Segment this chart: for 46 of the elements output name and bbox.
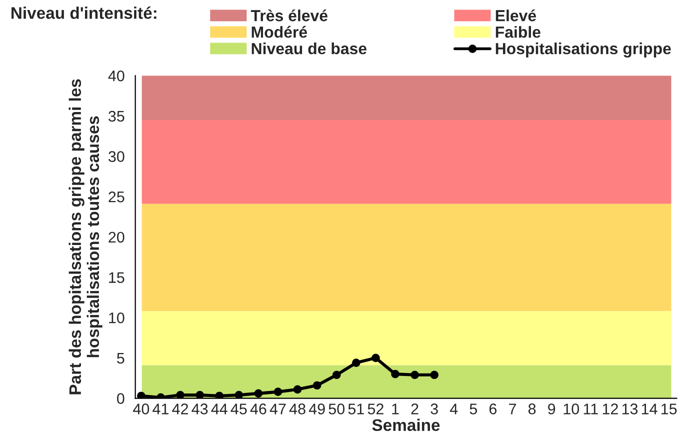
y-tick-label: 20 xyxy=(108,232,124,243)
x-tick-label: 51 xyxy=(348,404,364,414)
legend-label: Faible xyxy=(496,26,540,38)
x-tick-label: 45 xyxy=(230,404,247,414)
x-tick-label: 14 xyxy=(642,404,658,414)
y-tick-label: 0 xyxy=(117,393,124,404)
x-tick-label: 5 xyxy=(470,404,478,414)
y-tick-label: 15 xyxy=(109,272,124,283)
x-tick-label: 11 xyxy=(584,404,598,414)
x-tick-label: 10 xyxy=(564,404,580,414)
legend-label: Niveau de base xyxy=(252,42,367,54)
x-tick-label: 4 xyxy=(450,404,458,414)
legend-label: Elevé xyxy=(496,9,536,22)
x-tick-label: 7 xyxy=(509,404,516,414)
x-tick-label: 48 xyxy=(289,404,306,414)
x-tick-label: 44 xyxy=(211,404,228,414)
x-tick-label: 1 xyxy=(392,404,399,414)
legend-label: Modéré xyxy=(252,26,308,38)
x-tick-label: 6 xyxy=(489,404,497,414)
x-tick-label: 42 xyxy=(172,404,188,414)
legend-label: Hospitalisations grippe xyxy=(496,42,671,58)
x-tick-label: 46 xyxy=(250,404,266,414)
x-tick-label: 9 xyxy=(548,404,556,414)
y-tick-label: 40 xyxy=(108,70,124,82)
x-tick-label: 49 xyxy=(308,404,325,414)
x-tick-label: 47 xyxy=(270,404,286,414)
x-tick-label: 2 xyxy=(411,404,418,414)
y-tick-label: 35 xyxy=(108,110,124,122)
y-tick-label: 5 xyxy=(117,352,124,364)
y-tick-label: 25 xyxy=(108,192,124,202)
x-tick-label: 12 xyxy=(602,404,618,414)
x-tick-label: 3 xyxy=(430,404,438,414)
y-tick-label: 30 xyxy=(108,151,124,162)
x-tick-label: 43 xyxy=(192,404,208,414)
x-axis-title: Semaine xyxy=(372,418,440,432)
legend-label: Très élevé xyxy=(250,9,328,22)
x-tick-label: 8 xyxy=(528,404,536,414)
y-tick-label: 10 xyxy=(109,312,124,324)
x-tick-label: 52 xyxy=(368,404,384,414)
x-tick-label: 50 xyxy=(328,404,345,414)
x-tick-label: 13 xyxy=(622,404,638,414)
legend-title: Niveau d'intensité: xyxy=(12,6,156,19)
x-tick-label: 41 xyxy=(152,404,168,414)
x-tick-label: 15 xyxy=(662,404,677,414)
x-tick-label: 40 xyxy=(133,404,150,414)
y-axis-title: Part des hopitalsations grippe parmi les hospitalisations toutes causes xyxy=(68,79,102,394)
